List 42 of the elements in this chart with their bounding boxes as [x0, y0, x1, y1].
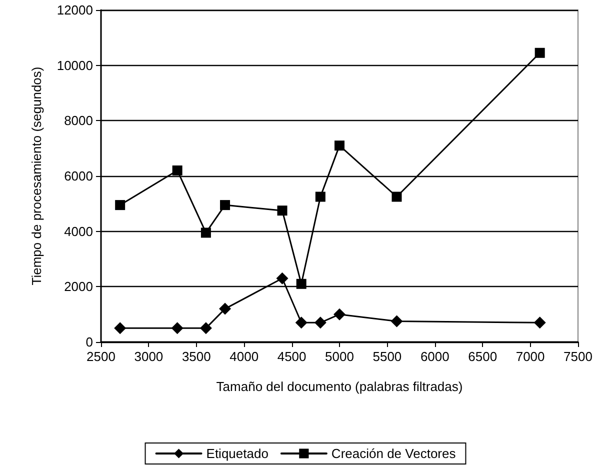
x-tick-label: 7000	[516, 349, 545, 364]
x-tick-label: 7500	[564, 349, 592, 364]
point	[390, 315, 403, 328]
point	[276, 272, 288, 284]
x-tick-label: 2500	[86, 349, 116, 364]
point	[296, 278, 306, 289]
point	[334, 308, 346, 320]
x-tick-label: 4000	[230, 349, 259, 364]
point	[220, 200, 230, 210]
point	[277, 206, 288, 216]
point	[314, 316, 326, 329]
legend-label: Etiquetado	[206, 446, 268, 461]
point	[115, 200, 126, 210]
point	[392, 192, 402, 202]
x-tick-label: 3500	[182, 349, 211, 364]
point	[200, 228, 211, 238]
point	[219, 302, 232, 315]
point	[295, 316, 308, 329]
y-tick-label: 2000	[64, 279, 93, 294]
point	[200, 322, 212, 334]
point	[171, 322, 184, 334]
x-tick-label: 6500	[468, 349, 498, 364]
point	[334, 140, 344, 151]
y-tick-label: 4000	[64, 224, 93, 239]
y-axis-title: Tiempo de procesamiento (segundos)	[29, 66, 44, 286]
legend-label: Creación de Vectores	[331, 446, 456, 461]
point	[534, 316, 546, 329]
y-tick-label: 12000	[56, 2, 93, 18]
x-tick-label: 3000	[134, 349, 164, 364]
point	[315, 192, 326, 202]
point	[114, 322, 126, 334]
y-tick-label: 8000	[64, 113, 93, 128]
y-tick-label: 0	[86, 334, 93, 350]
point	[172, 165, 182, 176]
y-tick-label: 10000	[56, 58, 93, 73]
x-tick-label: 5000	[325, 349, 354, 364]
x-tick-label: 5500	[372, 349, 402, 364]
x-tick-label: 6000	[420, 349, 450, 364]
point	[534, 48, 545, 58]
y-tick-label: 6000	[64, 168, 93, 184]
x-tick-label: 4500	[277, 349, 306, 364]
x-axis-title: Tamaño del documento (palabras filtradas)	[216, 379, 463, 394]
